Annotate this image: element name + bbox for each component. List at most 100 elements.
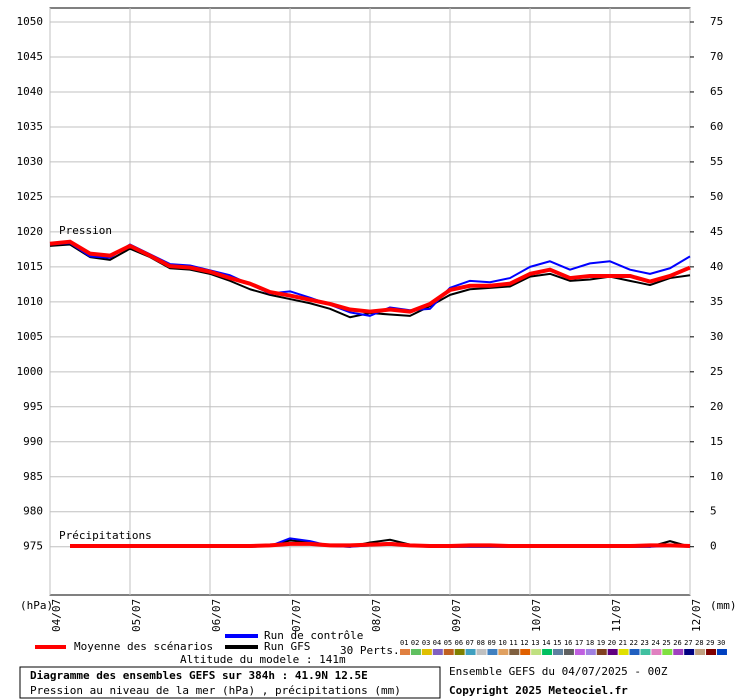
altitude: Altitude du modele : 141m: [180, 653, 346, 666]
legend-label: Moyenne des scénarios: [74, 640, 213, 653]
perturbation-label: 25: [662, 639, 670, 647]
perturbation-label: 20: [608, 639, 616, 647]
perturbation-swatch: [410, 649, 421, 655]
title-box: [19, 666, 441, 699]
perturbation-label: 07: [466, 639, 474, 647]
y2-tick-label: 30: [710, 330, 723, 343]
y-tick-label: 1020: [17, 225, 44, 238]
legend: Moyenne des scénarios Run de contrôle Ru…: [35, 629, 727, 666]
y-tick-label: 1010: [17, 295, 44, 308]
chart-title: Diagramme des ensembles GEFS sur 384h : …: [30, 669, 368, 682]
x-tick-label: 11/07: [610, 599, 623, 632]
perturbation-swatch: [607, 649, 618, 655]
perturbation-swatch: [706, 649, 717, 655]
y-tick-label: 985: [23, 470, 43, 483]
perturbation-label: 24: [651, 639, 659, 647]
y-unit: (hPa): [20, 599, 53, 612]
perturbation-label: 27: [684, 639, 692, 647]
x-tick-label: 07/07: [290, 599, 303, 632]
y2-tick-label: 20: [710, 400, 723, 413]
perturbation-label: 26: [673, 639, 681, 647]
y-tick-label: 1015: [17, 260, 44, 273]
y2-tick-label: 10: [710, 470, 723, 483]
perturbation-swatch: [629, 649, 640, 655]
y2-tick-label: 60: [710, 120, 723, 133]
perturbation-label: 08: [477, 639, 485, 647]
perturbation-label: 09: [487, 639, 495, 647]
pressure-line: [49, 239, 691, 314]
perturbation-swatch: [542, 649, 553, 655]
y2-tick-label: 70: [710, 50, 723, 63]
y-tick-label: 990: [23, 435, 43, 448]
perturbation-label: 10: [498, 639, 506, 647]
chart-subtitle: Pression au niveau de la mer (hPa) , pré…: [30, 684, 401, 697]
y2-tick-label: 0: [710, 540, 717, 553]
perturbation-label: 14: [542, 639, 550, 647]
x-tick-label: 04/07: [50, 599, 63, 632]
precip-line: [70, 541, 691, 549]
y2-tick-label: 5: [710, 505, 717, 518]
y2-tick-label: 75: [710, 15, 723, 28]
y-tick-label: 975: [23, 540, 43, 553]
y-tick-label: 1005: [17, 330, 44, 343]
x-tick-label: 06/07: [210, 599, 223, 632]
perturbation-swatch: [563, 649, 574, 655]
perturbation-swatch: [618, 649, 629, 655]
perturbation-swatch: [443, 649, 454, 655]
y2-tick-label: 25: [710, 365, 723, 378]
perturbation-label: 11: [509, 639, 517, 647]
perturbation-swatch: [531, 649, 542, 655]
run-info: Ensemble GEFS du 04/07/2025 - 00Z: [449, 665, 668, 678]
x-tick-label: 05/07: [130, 599, 143, 632]
perturbation-label: 23: [640, 639, 648, 647]
perturbation-swatch: [498, 649, 509, 655]
perturbations-label: 30 Perts.: [340, 644, 400, 657]
perturbation-swatch: [432, 649, 443, 655]
perturbation-swatch: [651, 649, 662, 655]
y-tick-label: 980: [23, 505, 43, 518]
y2-tick-label: 45: [710, 225, 723, 238]
perturbation-label: 02: [411, 639, 419, 647]
perturbation-swatch: [400, 649, 410, 655]
perturbation-label: 19: [597, 639, 605, 647]
marks: [49, 239, 691, 549]
perturbation-swatch: [509, 649, 520, 655]
perturbation-swatch: [574, 649, 585, 655]
y2-tick-label: 15: [710, 435, 723, 448]
perturbation-label: 04: [433, 639, 441, 647]
y-tick-label: 1025: [17, 190, 44, 203]
y2-tick-label: 35: [710, 295, 723, 308]
perturbation-swatch: [695, 649, 706, 655]
x-tick-label: 09/07: [450, 599, 463, 632]
y-tick-label: 1050: [17, 15, 44, 28]
precip-label: Précipitations: [59, 529, 152, 542]
y-tick-label: 1000: [17, 365, 44, 378]
perturbation-label: 13: [531, 639, 539, 647]
y2-tick-label: 50: [710, 190, 723, 203]
perturbation-swatch: [421, 649, 432, 655]
perturbation-label: 12: [520, 639, 528, 647]
perturbation-swatch: [596, 649, 607, 655]
perturbation-swatch: [673, 649, 684, 655]
perturbation-swatch: [454, 649, 465, 655]
legend-label: Run GFS: [264, 640, 310, 653]
x-tick-label: 08/07: [370, 599, 383, 632]
x-tick-label: 10/07: [530, 599, 543, 632]
perturbation-swatch: [640, 649, 651, 655]
y-tick-label: 1040: [17, 85, 44, 98]
perturbation-label: 17: [575, 639, 583, 647]
perturbation-label: 01: [400, 639, 408, 647]
perturbation-swatch: [662, 649, 673, 655]
perturbation-label: 18: [586, 639, 594, 647]
perturbation-label: 05: [444, 639, 452, 647]
perturbation-label: 06: [455, 639, 463, 647]
y2-unit: (mm): [710, 599, 737, 612]
y-tick-label: 1030: [17, 155, 44, 168]
perturbation-label: 15: [553, 639, 561, 647]
perturbation-label: 03: [422, 639, 430, 647]
pressure-label: Pression: [59, 224, 112, 237]
perturbation-swatch: [487, 649, 498, 655]
y2-tick-label: 40: [710, 260, 723, 273]
y2-tick-label: 65: [710, 85, 723, 98]
